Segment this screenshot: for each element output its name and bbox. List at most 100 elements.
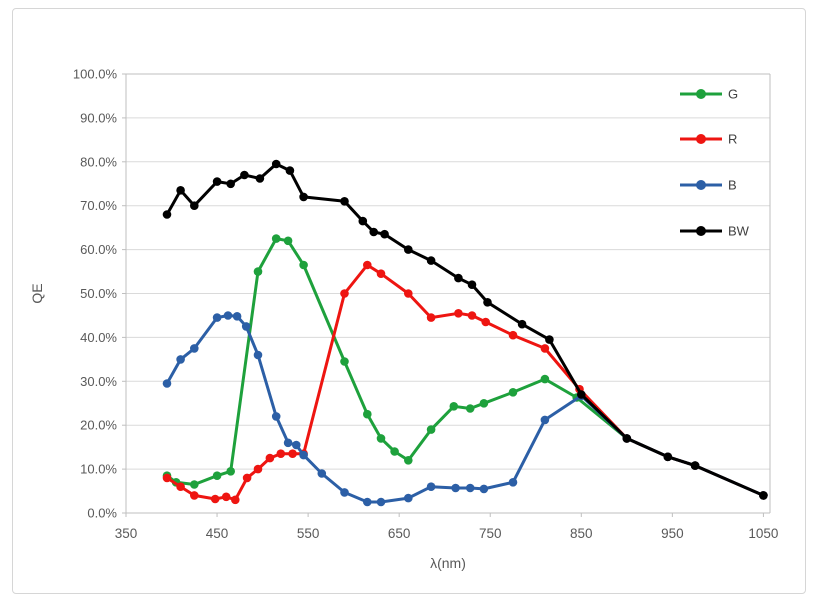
data-point-R bbox=[176, 482, 185, 492]
data-point-R bbox=[221, 492, 231, 502]
data-point-G bbox=[390, 447, 399, 456]
data-point-BW bbox=[454, 273, 463, 283]
data-point-G bbox=[283, 236, 293, 246]
data-point-G bbox=[340, 357, 349, 366]
data-point-B bbox=[508, 478, 518, 487]
data-point-B bbox=[451, 483, 460, 493]
data-point-G bbox=[190, 480, 199, 489]
data-point-G bbox=[271, 234, 281, 243]
x-tick-label: 350 bbox=[115, 526, 138, 541]
x-tick-label: 950 bbox=[661, 526, 684, 541]
series-B bbox=[162, 311, 768, 507]
data-point-BW bbox=[340, 197, 349, 206]
data-point-R bbox=[508, 330, 518, 340]
data-point-G bbox=[404, 456, 413, 465]
y-tick-label: 90.0% bbox=[80, 110, 117, 125]
data-point-G bbox=[465, 404, 475, 413]
y-tick-label: 100.0% bbox=[73, 67, 118, 82]
data-point-BW bbox=[299, 192, 308, 202]
data-point-G bbox=[363, 409, 372, 419]
data-point-G bbox=[426, 425, 436, 434]
data-point-B bbox=[299, 450, 308, 460]
y-axis-title: QE bbox=[29, 283, 45, 303]
legend-item-G[interactable]: G bbox=[680, 87, 738, 102]
data-point-BW bbox=[380, 229, 389, 239]
data-point-R bbox=[404, 289, 413, 298]
data-point-BW bbox=[483, 298, 492, 307]
data-point-BW bbox=[663, 452, 673, 462]
data-point-B bbox=[190, 344, 199, 353]
data-point-R bbox=[210, 494, 220, 504]
legend-marker-B bbox=[696, 180, 706, 190]
data-point-B bbox=[317, 469, 327, 478]
data-point-BW bbox=[212, 177, 222, 186]
legend-marker-BW bbox=[696, 226, 706, 236]
data-point-R bbox=[340, 289, 349, 298]
data-point-BW bbox=[190, 201, 199, 210]
data-point-BW bbox=[622, 434, 632, 443]
data-point-R bbox=[454, 309, 463, 318]
data-point-R bbox=[481, 317, 491, 327]
series-BW bbox=[162, 159, 768, 500]
x-axis-title: λ(nm) bbox=[430, 555, 466, 571]
data-point-R bbox=[288, 449, 297, 459]
y-tick-label: 10.0% bbox=[80, 462, 117, 477]
data-point-R bbox=[276, 449, 286, 459]
series-line-R bbox=[166, 263, 764, 502]
data-point-R bbox=[190, 491, 199, 500]
data-point-G bbox=[540, 374, 550, 384]
data-point-B bbox=[223, 311, 233, 320]
data-point-BW bbox=[271, 159, 281, 169]
legend-item-BW[interactable]: BW bbox=[680, 224, 750, 239]
legend-label-B: B bbox=[728, 178, 737, 193]
data-point-R bbox=[467, 311, 477, 320]
data-point-G bbox=[299, 260, 308, 270]
x-tick-label: 1050 bbox=[748, 526, 778, 541]
data-point-BW bbox=[176, 186, 185, 195]
data-point-BW bbox=[426, 256, 436, 265]
data-point-BW bbox=[577, 390, 586, 399]
data-point-BW bbox=[404, 245, 413, 254]
data-point-B bbox=[162, 379, 172, 388]
legend-item-B[interactable]: B bbox=[680, 178, 737, 193]
y-tick-label: 50.0% bbox=[80, 286, 117, 301]
data-point-B bbox=[271, 412, 281, 421]
y-tick-label: 70.0% bbox=[80, 198, 117, 213]
y-tick-label: 30.0% bbox=[80, 374, 117, 389]
data-point-R bbox=[376, 269, 386, 279]
data-point-R bbox=[231, 495, 240, 505]
data-point-G bbox=[508, 388, 518, 397]
legend-marker-R bbox=[696, 134, 706, 144]
data-point-B bbox=[363, 497, 372, 507]
data-point-BW bbox=[545, 335, 554, 344]
data-point-R bbox=[162, 473, 172, 483]
data-point-G bbox=[479, 399, 489, 408]
data-point-B bbox=[176, 355, 185, 364]
data-point-B bbox=[241, 322, 251, 331]
data-point-BW bbox=[285, 166, 295, 175]
y-tick-label: 0.0% bbox=[87, 506, 117, 521]
data-point-BW bbox=[226, 179, 235, 189]
data-point-G bbox=[449, 402, 459, 411]
data-point-B bbox=[376, 497, 386, 507]
series-line-BW bbox=[165, 162, 764, 497]
legend-marker-G bbox=[696, 89, 706, 99]
y-tick-label: 40.0% bbox=[80, 330, 117, 345]
y-tick-label: 20.0% bbox=[80, 418, 117, 433]
legend-item-R[interactable]: R bbox=[680, 132, 737, 147]
data-point-G bbox=[212, 471, 222, 481]
x-tick-label: 450 bbox=[206, 526, 229, 541]
data-point-G bbox=[226, 467, 235, 476]
data-point-R bbox=[363, 260, 372, 270]
data-point-BW bbox=[369, 227, 379, 237]
data-point-B bbox=[283, 438, 293, 448]
legend-label-G: G bbox=[728, 87, 738, 102]
data-point-R bbox=[540, 344, 550, 353]
data-point-R bbox=[242, 473, 252, 483]
data-point-G bbox=[376, 434, 386, 443]
data-point-B bbox=[426, 482, 436, 492]
data-point-R bbox=[253, 464, 263, 474]
legend-label-R: R bbox=[728, 132, 737, 147]
data-point-B bbox=[479, 484, 489, 494]
